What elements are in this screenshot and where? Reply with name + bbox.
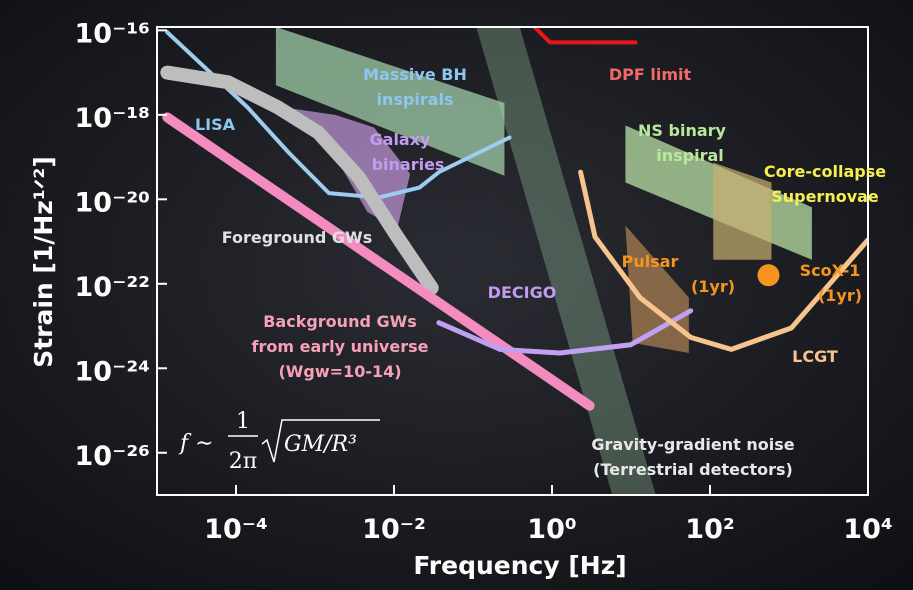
annotation: (Wgw=10-14) bbox=[278, 362, 401, 381]
annotation: Core-collapse bbox=[764, 162, 886, 181]
annotation: Gravity-gradient noise bbox=[591, 435, 794, 454]
annotation: binaries bbox=[372, 155, 445, 174]
annotation: Massive BH bbox=[363, 65, 467, 84]
x-tick-label: 10⁰ bbox=[527, 514, 576, 545]
y-tick-label: 10⁻²⁰ bbox=[75, 187, 150, 218]
x-tick-label: 10⁻⁴ bbox=[204, 514, 268, 545]
y-tick-label: 10⁻¹⁶ bbox=[75, 18, 150, 49]
chart: 10⁻⁴ 10⁻² 10⁰ 10² 10⁴ 10⁻¹⁶ 10⁻¹⁸ 10⁻²⁰ 10⁻²² 10⁻… bbox=[0, 0, 913, 590]
annotation: (Terrestrial detectors) bbox=[593, 460, 793, 479]
page: 10⁻⁴ 10⁻² 10⁰ 10² 10⁴ 10⁻¹⁶ 10⁻¹⁸ 10⁻²⁰ 10⁻²² 10⁻… bbox=[0, 0, 913, 590]
annotation: DECIGO bbox=[488, 283, 557, 302]
annotation: NS binary bbox=[638, 121, 727, 140]
formula-numerator: 1 bbox=[236, 409, 250, 434]
annotation: (1yr) bbox=[818, 286, 862, 305]
x-tick-label: 10⁻² bbox=[362, 514, 426, 545]
annotation: inspirals bbox=[376, 90, 453, 109]
x-tick-label: 10⁴ bbox=[843, 514, 892, 545]
marker bbox=[757, 264, 779, 286]
annotation: inspiral bbox=[656, 146, 724, 165]
formula-lhs: f ∼ bbox=[178, 431, 214, 456]
annotation: LISA bbox=[195, 115, 236, 134]
annotation: Pulsar bbox=[622, 252, 679, 271]
y-axis-title: Strain [1/Hz¹ᐟ²] bbox=[29, 156, 58, 368]
y-tick-label: 10⁻²⁶ bbox=[75, 441, 150, 472]
formula-radicand: GM/R³ bbox=[284, 432, 357, 457]
annotation: LCGT bbox=[792, 347, 838, 366]
annotation: from early universe bbox=[252, 337, 429, 356]
y-tick-label: 10⁻²² bbox=[75, 272, 150, 303]
annotation: (1yr) bbox=[691, 277, 735, 296]
x-axis-title: Frequency [Hz] bbox=[413, 551, 626, 580]
y-tick-label: 10⁻¹⁸ bbox=[75, 103, 150, 134]
annotation: Galaxy bbox=[370, 130, 432, 149]
y-tick-label: 10⁻²⁴ bbox=[75, 356, 150, 387]
annotation: Foreground GWs bbox=[222, 228, 372, 247]
x-tick-label: 10² bbox=[685, 514, 734, 545]
annotation: DPF limit bbox=[609, 65, 692, 84]
annotation: ScoX-1 bbox=[800, 261, 861, 280]
annotation: Supernovae bbox=[771, 187, 879, 206]
annotation: Background GWs bbox=[263, 312, 417, 331]
formula-denominator: 2π bbox=[229, 449, 257, 474]
